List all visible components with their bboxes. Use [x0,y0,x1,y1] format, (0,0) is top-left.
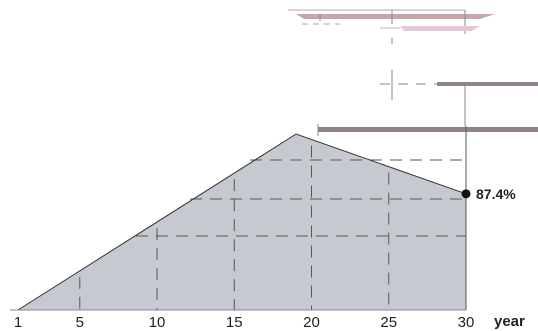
x-axis-unit-label: year [494,313,525,330]
end-point-marker [461,189,471,199]
series-line [17,133,467,311]
x-tick-label: 5 [76,314,84,331]
end-point-label: 87.4% [476,186,516,202]
x-tick-label: 25 [380,314,397,331]
x-tick-label: 20 [303,314,320,331]
plot-area: 87.4% [10,126,516,311]
x-tick-label: 1 [14,314,22,331]
x-axis-ticks: 1 5 10 15 20 25 30 [14,314,475,331]
x-tick-label: 10 [149,314,166,331]
decorative-strokes [288,9,538,136]
x-tick-label: 30 [458,314,475,331]
x-tick-label: 15 [226,314,243,331]
area-fill [18,134,466,310]
